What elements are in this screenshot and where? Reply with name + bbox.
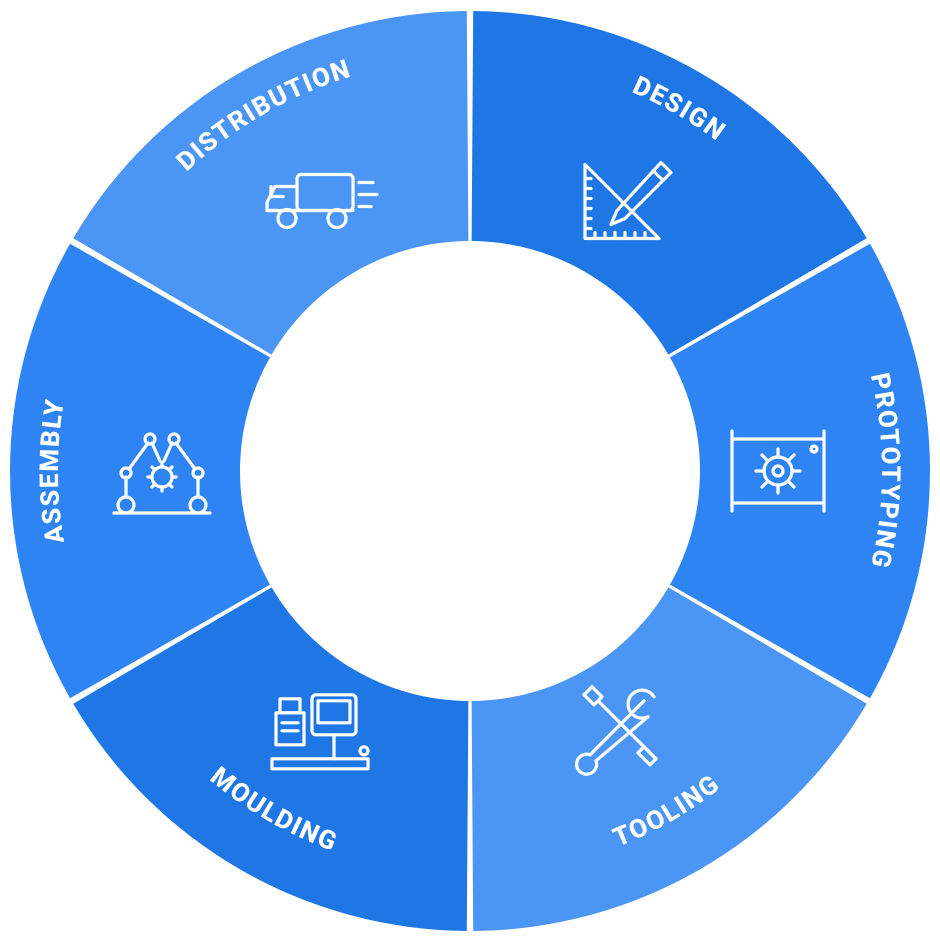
process-wheel: DESIGNPROTOTYPINGTOOLINGMOULDINGASSEMBLY…: [0, 0, 940, 942]
